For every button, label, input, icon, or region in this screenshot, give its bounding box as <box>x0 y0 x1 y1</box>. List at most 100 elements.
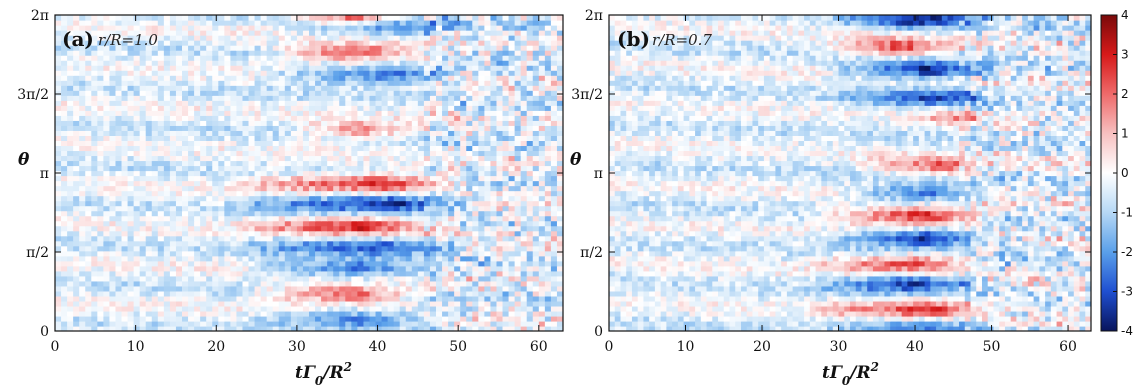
heatmap-cell <box>538 160 546 167</box>
heatmap-cell <box>514 295 522 302</box>
heatmap-cell <box>327 190 334 197</box>
heatmap-cell <box>387 115 395 121</box>
heatmap-cell <box>387 225 395 232</box>
heatmap-cell <box>139 290 147 297</box>
heatmap-cell <box>315 120 322 126</box>
heatmap-cell <box>157 285 165 292</box>
heatmap-cell <box>73 255 80 262</box>
heatmap-cell <box>127 325 135 331</box>
heatmap-cell <box>272 200 280 207</box>
heatmap-cell <box>478 50 485 56</box>
heatmap-cell <box>61 125 68 131</box>
heatmap-cell <box>387 95 395 101</box>
heatmap-cell <box>296 315 304 322</box>
heatmap-cell <box>188 210 195 217</box>
heatmap-cell <box>115 190 123 197</box>
heatmap-cell <box>472 95 479 101</box>
heatmap-cell <box>73 75 80 81</box>
heatmap-cell <box>363 290 371 297</box>
heatmap-cell <box>375 235 383 242</box>
heatmap-cell <box>302 220 310 227</box>
heatmap-cell <box>321 240 328 247</box>
heatmap-cell <box>79 325 86 331</box>
heatmap-cell <box>387 105 395 111</box>
heatmap-cell <box>448 300 455 307</box>
heatmap-cell <box>127 180 135 187</box>
heatmap-cell <box>429 150 437 157</box>
heatmap-cell <box>466 60 473 66</box>
heatmap-cell <box>67 150 74 157</box>
heatmap-cell <box>490 215 498 222</box>
heatmap-cell <box>260 200 268 207</box>
heatmap-cell <box>357 300 365 307</box>
heatmap-cell <box>502 225 510 232</box>
heatmap-cell <box>200 320 207 327</box>
heatmap-cell <box>278 35 286 41</box>
heatmap-cell <box>272 120 280 126</box>
heatmap-cell <box>363 250 371 257</box>
heatmap-cell <box>369 130 377 136</box>
heatmap-cell <box>333 300 340 307</box>
heatmap-cell <box>339 75 346 81</box>
heatmap-cell <box>429 220 437 227</box>
heatmap-cell <box>399 210 407 217</box>
heatmap-cell <box>526 220 534 227</box>
heatmap-cell <box>182 225 189 232</box>
heatmap-cell <box>224 70 231 76</box>
heatmap-cell <box>109 325 117 331</box>
heatmap-cell <box>496 95 504 101</box>
heatmap-cell <box>260 275 268 282</box>
heatmap-cell <box>218 65 225 71</box>
heatmap-cell <box>478 195 485 202</box>
heatmap-cell <box>278 30 286 36</box>
heatmap-cell <box>145 125 153 131</box>
heatmap-cell <box>502 160 510 167</box>
heatmap-cell <box>387 130 395 136</box>
heatmap-cell <box>490 315 498 322</box>
heatmap-cell <box>460 145 467 152</box>
heatmap-cell <box>302 95 310 101</box>
heatmap-cell <box>302 305 310 312</box>
heatmap-cell <box>157 260 165 267</box>
heatmap-cell <box>91 295 98 302</box>
heatmap-cell <box>333 130 340 136</box>
heatmap-cell <box>254 90 262 96</box>
heatmap-cell <box>460 265 467 272</box>
heatmap-cell <box>212 140 219 147</box>
heatmap-cell <box>278 95 286 101</box>
heatmap-cell <box>115 290 123 297</box>
heatmap-cell <box>544 320 552 327</box>
heatmap-cell <box>260 165 268 172</box>
heatmap-cell <box>532 200 540 207</box>
heatmap-cell <box>327 295 334 302</box>
heatmap-cell <box>169 250 177 257</box>
heatmap-cell <box>206 205 213 212</box>
heatmap-cell <box>411 240 419 247</box>
heatmap-cell <box>526 150 534 157</box>
heatmap-cell <box>375 150 383 157</box>
heatmap-cell <box>411 245 419 252</box>
heatmap-cell <box>182 90 189 96</box>
heatmap-cell <box>97 320 104 327</box>
heatmap-cell <box>175 245 183 252</box>
heatmap-cell <box>538 130 546 136</box>
heatmap-cell <box>369 220 377 227</box>
heatmap-cell <box>175 30 183 36</box>
heatmap-cell <box>242 115 250 121</box>
heatmap-cell <box>145 35 153 41</box>
heatmap-cell <box>544 75 552 81</box>
heatmap-cell <box>466 45 473 51</box>
heatmap-cell <box>550 220 558 227</box>
heatmap-cell <box>544 325 552 331</box>
heatmap-cell <box>423 40 431 46</box>
heatmap-cell <box>127 175 135 182</box>
heatmap-cell <box>91 325 98 331</box>
heatmap-cell <box>200 225 207 232</box>
heatmap-cell <box>139 110 147 116</box>
heatmap-cell <box>351 135 358 141</box>
heatmap-cell <box>133 100 141 106</box>
heatmap-cell <box>436 60 443 66</box>
heatmap-cell <box>163 115 171 121</box>
heatmap-cell <box>345 100 352 106</box>
heatmap-cell <box>296 195 304 202</box>
